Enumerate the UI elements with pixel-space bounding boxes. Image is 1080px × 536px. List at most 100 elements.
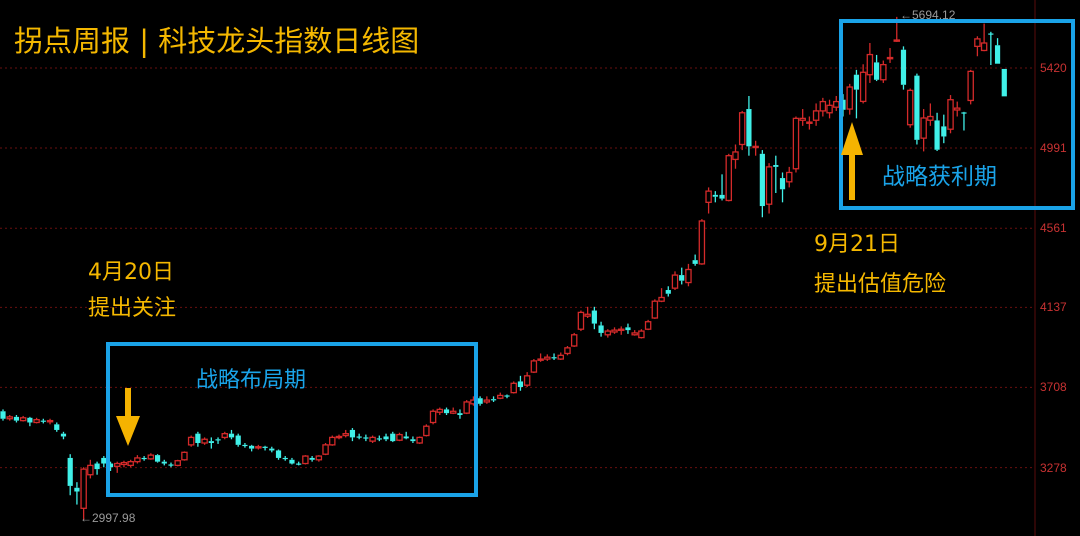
- candle-up: [584, 306, 591, 318]
- candle-body: [269, 448, 275, 451]
- candle-down: [154, 454, 161, 463]
- candle-body: [510, 382, 517, 394]
- min-price-label: ←2997.98: [80, 511, 136, 525]
- candle-down: [275, 449, 282, 460]
- candle-body: [625, 327, 631, 331]
- candle-up: [785, 166, 793, 188]
- candle-body: [914, 75, 920, 140]
- candle-body: [289, 459, 295, 464]
- arrow-down-icon: [116, 388, 140, 446]
- candle-body: [679, 275, 685, 281]
- candle-up: [423, 424, 430, 437]
- candle-down: [759, 150, 765, 218]
- candle-up: [416, 436, 423, 444]
- candle-up: [953, 101, 961, 117]
- candle-down: [665, 286, 671, 297]
- candle-body: [383, 436, 389, 440]
- candle-body: [369, 436, 376, 442]
- candle-body: [752, 145, 759, 149]
- candle-body: [759, 153, 765, 207]
- candle-up: [120, 460, 128, 468]
- candle-down: [625, 323, 631, 334]
- candle-body: [665, 290, 671, 294]
- candle-body: [988, 33, 994, 35]
- candle-body: [947, 99, 954, 130]
- candle-down: [195, 431, 201, 447]
- max-price-label: ←5694.12: [900, 8, 956, 22]
- candle-body: [564, 347, 571, 355]
- candle-body: [833, 100, 840, 108]
- candle-up: [927, 103, 934, 126]
- candle-down: [900, 46, 907, 90]
- candle-up: [315, 455, 323, 462]
- candle-down: [228, 429, 235, 440]
- candle-body: [812, 110, 820, 121]
- candle-down: [107, 461, 114, 471]
- candle-down: [988, 31, 994, 66]
- phase1-box: [106, 342, 478, 497]
- candle-up: [906, 88, 914, 128]
- candle-body: [651, 300, 659, 319]
- start-note-label: 提出关注: [88, 296, 177, 321]
- candle-body: [671, 274, 679, 289]
- candle-down: [296, 461, 302, 466]
- candle-up: [436, 407, 444, 416]
- candle-body: [725, 155, 733, 202]
- candle-body: [463, 401, 470, 414]
- candle-down: [551, 353, 557, 360]
- candle-body: [1001, 68, 1007, 97]
- candle-down: [376, 435, 382, 442]
- candle-up: [429, 409, 437, 425]
- candle-body: [920, 117, 927, 139]
- candle-up: [631, 330, 638, 336]
- candle-down: [773, 155, 779, 193]
- candle-down: [517, 375, 524, 391]
- candle-body: [60, 433, 67, 437]
- candle-body: [154, 455, 161, 462]
- candle-body: [282, 457, 288, 460]
- candle-body: [147, 454, 155, 460]
- candle-body: [738, 112, 746, 146]
- chart-title: 拐点周报 | 科技龙头指数日线图: [14, 24, 420, 58]
- candle-down: [403, 431, 409, 440]
- candle-down: [712, 191, 718, 203]
- candle-body: [302, 455, 309, 465]
- candle-body: [309, 457, 315, 460]
- candle-down: [934, 112, 940, 152]
- candle-up: [335, 434, 343, 440]
- candle-up: [523, 372, 531, 388]
- candle-down: [289, 457, 295, 465]
- candle-body: [934, 120, 940, 150]
- candle-down: [235, 433, 241, 447]
- candle-body: [342, 433, 349, 437]
- candle-body: [994, 45, 1001, 64]
- candle-up: [826, 99, 833, 119]
- arrow-up-icon: [841, 122, 863, 200]
- candle-body: [779, 178, 786, 190]
- candle-up: [866, 43, 874, 83]
- candle-up: [698, 219, 706, 265]
- candle-body: [927, 115, 934, 121]
- candle-up: [833, 95, 840, 111]
- candle-up: [463, 400, 470, 415]
- candle-body: [604, 330, 612, 336]
- candle-body: [859, 71, 867, 103]
- candle-down: [101, 456, 107, 468]
- candle-body: [13, 416, 20, 421]
- candle-up: [671, 271, 679, 291]
- candle-down: [443, 407, 450, 416]
- candle-up: [6, 415, 13, 421]
- candle-up: [19, 415, 27, 422]
- candle-down: [208, 437, 214, 449]
- candle-down: [356, 433, 362, 440]
- candle-down: [719, 174, 725, 201]
- candle-up: [799, 109, 806, 126]
- candle-body: [819, 100, 827, 112]
- candle-body: [296, 463, 302, 465]
- candle-up: [812, 103, 820, 126]
- candle-down: [0, 409, 6, 421]
- candle-body: [584, 313, 591, 317]
- candle-up: [577, 310, 585, 332]
- candle-body: [396, 433, 403, 441]
- candle-up: [570, 332, 578, 347]
